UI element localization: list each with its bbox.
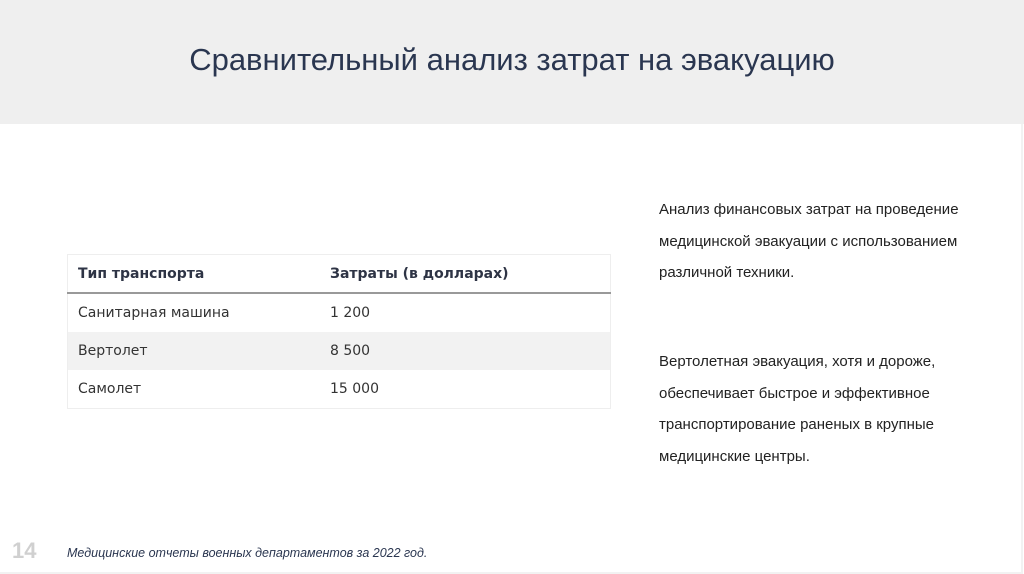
side-paragraph-2: Вертолетная эвакуация, хотя и дороже, об… (659, 353, 936, 465)
cell-cost: 8 500 (320, 332, 611, 370)
header-cost: Затраты (в долларах) (320, 254, 611, 294)
page-number: 14 (12, 538, 37, 563)
cost-table: Тип транспорта Затраты (в долларах) Сани… (67, 254, 611, 409)
table-row: Санитарная машина 1 200 (68, 293, 611, 332)
side-paragraph-1: Анализ финансовых затрат на проведение м… (659, 201, 959, 281)
source-note: Медицинские отчеты военных департаментов… (67, 546, 428, 560)
table-header-row: Тип транспорта Затраты (в долларах) (67, 254, 611, 294)
table-row: Вертолет 8 500 (67, 332, 611, 370)
slide-title: Сравнительный анализ затрат на эвакуацию (189, 42, 835, 77)
cell-transport: Вертолет (67, 332, 320, 370)
table-row: Самолет 15 000 (68, 370, 611, 409)
cell-transport: Санитарная машина (78, 305, 230, 321)
content-frame (0, 124, 1023, 574)
cell-cost: 1 200 (330, 305, 371, 321)
title-band (0, 0, 1024, 124)
header-transport-type: Тип транспорта (67, 254, 320, 294)
cell-transport: Самолет (78, 381, 142, 397)
cell-cost: 15 000 (330, 381, 379, 397)
